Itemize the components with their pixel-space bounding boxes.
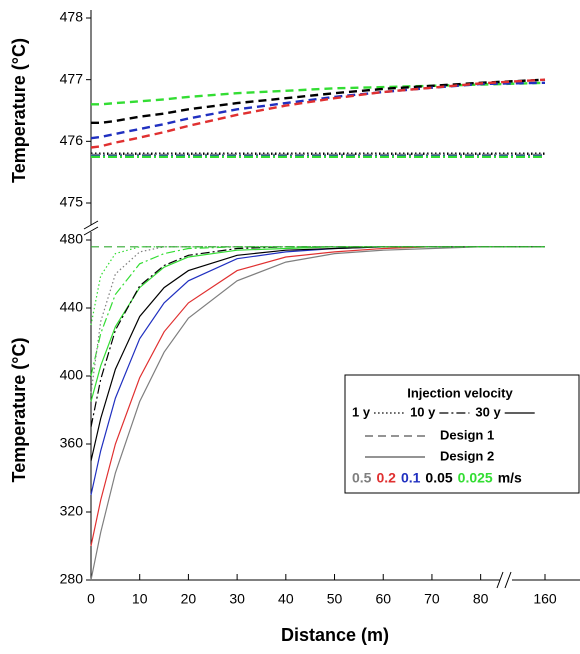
x-tick-label: 70 [424, 591, 440, 607]
x-tick-label: 80 [473, 591, 489, 607]
x-tick-label: 50 [327, 591, 343, 607]
x-tick-label: 0 [87, 591, 95, 607]
legend-title: Injection velocity [407, 385, 513, 400]
legend-velocity: 0.5 [352, 470, 372, 486]
y-tick-label: 477 [60, 70, 84, 86]
x-tick-label: 160 [533, 591, 557, 607]
legend-velocity: 0.05 [425, 470, 452, 486]
axis-break [496, 571, 512, 589]
y-tick-label: 400 [60, 367, 84, 383]
y-tick-label: 280 [60, 571, 84, 587]
y-tick-label: 320 [60, 503, 84, 519]
series-line [90, 81, 546, 140]
legend-velocity: 0.025 [458, 470, 493, 486]
legend-label: 10 y [410, 404, 436, 419]
y-tick-label: 475 [60, 194, 84, 210]
x-tick-label: 30 [229, 591, 245, 607]
legend-velocity: 0.2 [376, 470, 396, 486]
x-tick-label: 60 [375, 591, 391, 607]
axis-break [83, 220, 99, 236]
legend-unit: m/s [498, 470, 522, 486]
series-line [90, 246, 545, 581]
y-tick-label: 440 [60, 299, 84, 315]
y-tick-label: 478 [60, 9, 84, 25]
legend-box [344, 374, 580, 494]
y-tick-label: 476 [60, 132, 84, 148]
y-axis-title: Temperature (°C) [9, 338, 29, 483]
x-tick-label: 10 [132, 591, 148, 607]
series-line [90, 246, 545, 377]
legend-label: Design 1 [440, 427, 494, 442]
y-tick-label: 360 [60, 435, 84, 451]
x-axis-title: Distance (m) [281, 625, 389, 645]
legend-label: Design 2 [440, 448, 494, 463]
legend-label: 1 y [352, 404, 371, 419]
series-line [90, 78, 546, 149]
legend-velocity: 0.1 [401, 470, 421, 486]
x-tick-label: 40 [278, 591, 294, 607]
series-line [91, 81, 546, 106]
y-axis-title: Temperature (°C) [9, 38, 29, 183]
legend-label: 30 y [475, 404, 501, 419]
series-line [90, 246, 545, 394]
series-line [91, 78, 546, 124]
series-line [90, 246, 545, 326]
x-tick-label: 20 [181, 591, 197, 607]
series-line [90, 246, 545, 428]
y-tick-label: 480 [60, 231, 84, 247]
